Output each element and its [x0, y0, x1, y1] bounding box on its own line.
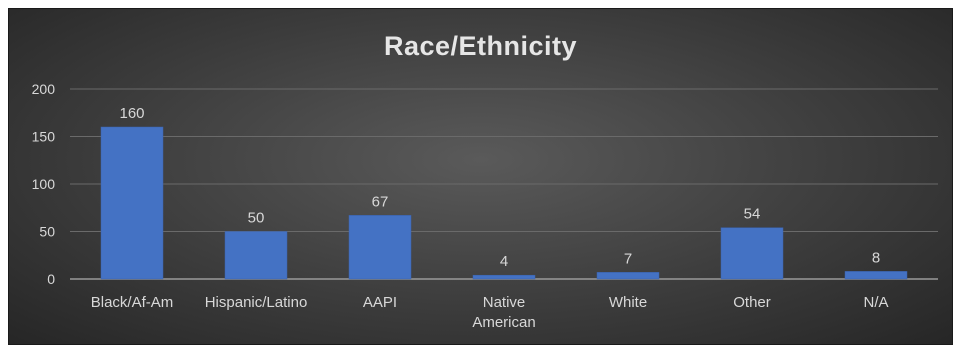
category-label: Black/Af-Am	[91, 294, 174, 311]
data-label: 4	[500, 253, 508, 270]
chart-title: Race/Ethnicity	[383, 31, 578, 61]
y-tick-label: 50	[39, 224, 55, 240]
bar	[472, 274, 536, 280]
bar	[720, 227, 784, 280]
data-label: 50	[248, 210, 265, 227]
data-label: 160	[119, 105, 144, 122]
y-tick-label: 0	[47, 271, 55, 287]
bar	[100, 126, 164, 280]
data-label: 8	[872, 249, 880, 266]
data-label: 7	[624, 250, 632, 267]
category-label: Hispanic/Latino	[205, 294, 308, 311]
category-label: AAPI	[363, 294, 397, 311]
category-label: Other	[733, 294, 771, 311]
category-label: American	[472, 314, 535, 331]
bar	[596, 272, 660, 280]
y-tick-label: 150	[32, 129, 56, 145]
y-tick-label: 200	[32, 81, 56, 97]
category-label: White	[609, 294, 647, 311]
data-label: 67	[372, 193, 389, 210]
chart-area: Race/Ethnicity 0 50 100 150 200 160 Black/Af-A…	[8, 8, 953, 345]
y-tick-label: 100	[32, 176, 56, 192]
category-label: N/A	[863, 294, 888, 311]
data-label: 54	[744, 206, 761, 223]
bar	[348, 215, 412, 280]
category-label: Native	[483, 294, 526, 311]
bar	[844, 271, 908, 280]
bar	[224, 231, 288, 280]
bar-chart: 0 50 100 150 200 160 Black/Af-Am 50 Hispanic/Lat…	[32, 81, 938, 331]
